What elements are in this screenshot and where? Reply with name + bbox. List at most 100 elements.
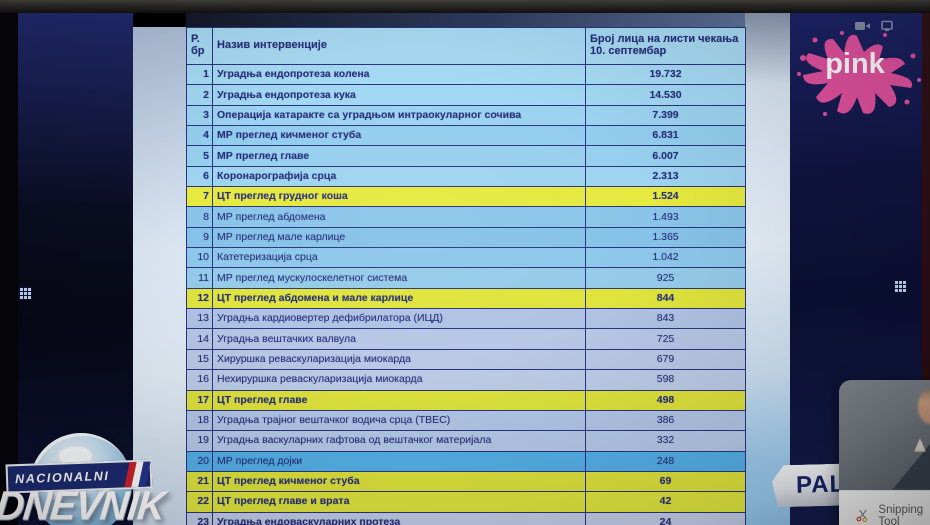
intervention-name-cell: ЦТ преглед главе bbox=[212, 389, 586, 411]
row-number-cell: 8 bbox=[186, 206, 213, 228]
row-number-cell: 4 bbox=[186, 125, 213, 147]
value-cell: 725 bbox=[585, 328, 746, 350]
row-number-cell: 10 bbox=[186, 247, 213, 269]
intervention-name-cell: МР преглед мускулоскелетног система bbox=[212, 267, 586, 289]
row-number-cell: 1 bbox=[186, 63, 213, 86]
table-row: 6 Коронарографија срца 2.313 bbox=[186, 165, 746, 188]
table-row: 1 Уградња ендопротеза колена 19.732 bbox=[186, 63, 746, 86]
table-row: 11 МР преглед мускулоскелетног система 925 bbox=[186, 267, 746, 289]
intervention-name-cell: Уградња васкуларних гафтова од вештачког… bbox=[212, 430, 586, 452]
table-header-row: Р. бр Назив интервенције Број лица на ли… bbox=[186, 27, 746, 65]
screen-left-bezel bbox=[0, 13, 18, 525]
value-cell: 598 bbox=[585, 369, 746, 391]
col-value-header: Број лица на листи чекања 10. септембар bbox=[585, 27, 746, 65]
grid-icon-right bbox=[893, 279, 907, 293]
room-top-strip bbox=[0, 0, 930, 13]
table-row: 19 Уградња васкуларних гафтова од вештачк… bbox=[186, 430, 746, 452]
slide-right-margin bbox=[745, 13, 790, 525]
row-number-cell: 5 bbox=[186, 145, 213, 167]
value-cell: 1.042 bbox=[585, 247, 746, 269]
anchor-face bbox=[918, 388, 930, 424]
table-row: 14 Уградња вештачких валвула 725 bbox=[186, 328, 746, 350]
pink-logo: pink bbox=[795, 18, 923, 120]
table-row: 2 Уградња ендопротеза кука 14.530 bbox=[186, 84, 746, 106]
table-row-highlighted: 7 ЦТ преглед грудног коша 1.524 bbox=[186, 186, 746, 208]
table-row-highlighted: 21 ЦТ преглед кичменог стуба 69 bbox=[186, 470, 746, 493]
row-number-cell: 22 bbox=[186, 491, 213, 513]
row-number-cell: 18 bbox=[186, 409, 213, 432]
value-cell: 248 bbox=[585, 450, 746, 472]
table-row: 20 МР преглед дојки 248 bbox=[186, 450, 746, 472]
intervention-name-cell: Уградња ендопротеза кука bbox=[212, 84, 586, 106]
value-cell: 1.365 bbox=[585, 226, 746, 249]
table-row: 23 Уградња ендоваскуларних протеза 24 bbox=[186, 511, 746, 525]
table-row: 3 Операција катаракте са уградњом интраок… bbox=[186, 104, 746, 127]
intervention-name-cell: Операција катаракте са уградњом интраоку… bbox=[212, 104, 586, 127]
intervention-name-cell: Катетеризација срца bbox=[212, 247, 586, 269]
intervention-name-cell: МР преглед абдомена bbox=[212, 206, 586, 228]
row-number-cell: 15 bbox=[186, 348, 213, 371]
table-row: 16 Нехируршка реваскуларизација миокарда 5… bbox=[186, 369, 746, 391]
intervention-name-cell: Уградња ендопротеза колена bbox=[212, 63, 586, 86]
slide-top-margin bbox=[186, 13, 745, 27]
snipping-tool-label: Snipping Tool bbox=[878, 503, 924, 525]
video-preview bbox=[839, 380, 930, 490]
pink-wordmark: pink bbox=[825, 48, 885, 80]
table-row: 13 Уградња кардиовертер дефибрилатора (ИЦ… bbox=[186, 308, 746, 330]
row-number-cell: 13 bbox=[186, 308, 213, 330]
intervention-name-cell: Уградња ендоваскуларних протеза bbox=[212, 511, 586, 525]
intervention-name-cell: Коронарографија срца bbox=[212, 165, 586, 188]
value-cell: 69 bbox=[585, 470, 746, 493]
row-number-cell: 6 bbox=[186, 165, 213, 188]
row-number-cell: 12 bbox=[186, 287, 213, 310]
screen-right-edge bbox=[922, 13, 930, 380]
waiting-list-table: Р. бр Назив интервенције Број лица на ли… bbox=[186, 27, 746, 525]
row-number-cell: 19 bbox=[186, 430, 213, 452]
monitor-icon bbox=[881, 20, 893, 32]
slide-left-margin bbox=[133, 27, 186, 525]
intervention-name-cell: МР преглед главе bbox=[212, 145, 586, 167]
value-cell: 386 bbox=[585, 409, 746, 432]
table-row: 10 Катетеризација срца 1.042 bbox=[186, 247, 746, 269]
value-cell: 7.399 bbox=[585, 104, 746, 127]
value-cell: 6.831 bbox=[585, 125, 746, 147]
intervention-name-cell: Уградња вештачких валвула bbox=[212, 328, 586, 350]
table-row-highlighted: 12 ЦТ преглед абдомена и мале карлице 844 bbox=[186, 287, 746, 310]
intervention-name-cell: ЦТ преглед грудног коша bbox=[212, 186, 586, 208]
table-row: 15 Хируршка реваскуларизација миокарда 679 bbox=[186, 348, 746, 371]
table-row: 8 МР преглед абдомена 1.493 bbox=[186, 206, 746, 228]
intervention-name-cell: Уградња кардиовертер дефибрилатора (ИЦД) bbox=[212, 308, 586, 330]
row-number-cell: 11 bbox=[186, 267, 213, 289]
table-row-highlighted: 17 ЦТ преглед главе 498 bbox=[186, 389, 746, 411]
anchor-collar bbox=[914, 438, 926, 452]
value-cell: 925 bbox=[585, 267, 746, 289]
value-cell: 679 bbox=[585, 348, 746, 371]
row-number-cell: 17 bbox=[186, 389, 213, 411]
value-cell: 24 bbox=[585, 511, 746, 525]
row-number-cell: 23 bbox=[186, 511, 213, 525]
intervention-name-cell: МР преглед кичменог стуба bbox=[212, 125, 586, 147]
row-number-cell: 21 bbox=[186, 470, 213, 493]
anchor-suit bbox=[892, 432, 930, 490]
intervention-name-cell: Хируршка реваскуларизација миокарда bbox=[212, 348, 586, 371]
value-cell: 1.524 bbox=[585, 186, 746, 208]
col-name-header: Назив интервенције bbox=[212, 27, 586, 65]
row-number-cell: 16 bbox=[186, 369, 213, 391]
row-number-cell: 7 bbox=[186, 186, 213, 208]
intervention-name-cell: Уградња трајног вештачког водича срца (Т… bbox=[212, 409, 586, 432]
value-cell: 42 bbox=[585, 491, 746, 513]
intervention-name-cell: ЦТ преглед кичменог стуба bbox=[212, 470, 586, 493]
value-cell: 498 bbox=[585, 389, 746, 411]
snipping-tool-bar[interactable]: Snipping Tool bbox=[839, 490, 930, 525]
intervention-name-cell: МР преглед дојки bbox=[212, 450, 586, 472]
value-cell: 2.313 bbox=[585, 165, 746, 188]
table-row: 5 МР преглед главе 6.007 bbox=[186, 145, 746, 167]
table-row-highlighted: 22 ЦТ преглед главе и врата 42 bbox=[186, 491, 746, 513]
pink-splat-icon bbox=[797, 31, 921, 116]
value-cell: 844 bbox=[585, 287, 746, 310]
intervention-name-cell: МР преглед мале карлице bbox=[212, 226, 586, 249]
row-number-cell: 2 bbox=[186, 84, 213, 106]
value-cell: 6.007 bbox=[585, 145, 746, 167]
snipping-tool-window[interactable]: Snipping Tool bbox=[839, 380, 930, 525]
